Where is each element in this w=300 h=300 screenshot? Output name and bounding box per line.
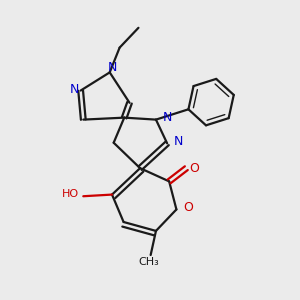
Text: O: O <box>190 162 200 175</box>
Text: N: N <box>163 111 172 124</box>
Text: CH₃: CH₃ <box>139 257 160 267</box>
Text: N: N <box>174 134 183 148</box>
Text: N: N <box>108 61 117 74</box>
Text: HO: HO <box>62 189 79 199</box>
Text: N: N <box>69 82 79 96</box>
Text: O: O <box>183 202 193 214</box>
